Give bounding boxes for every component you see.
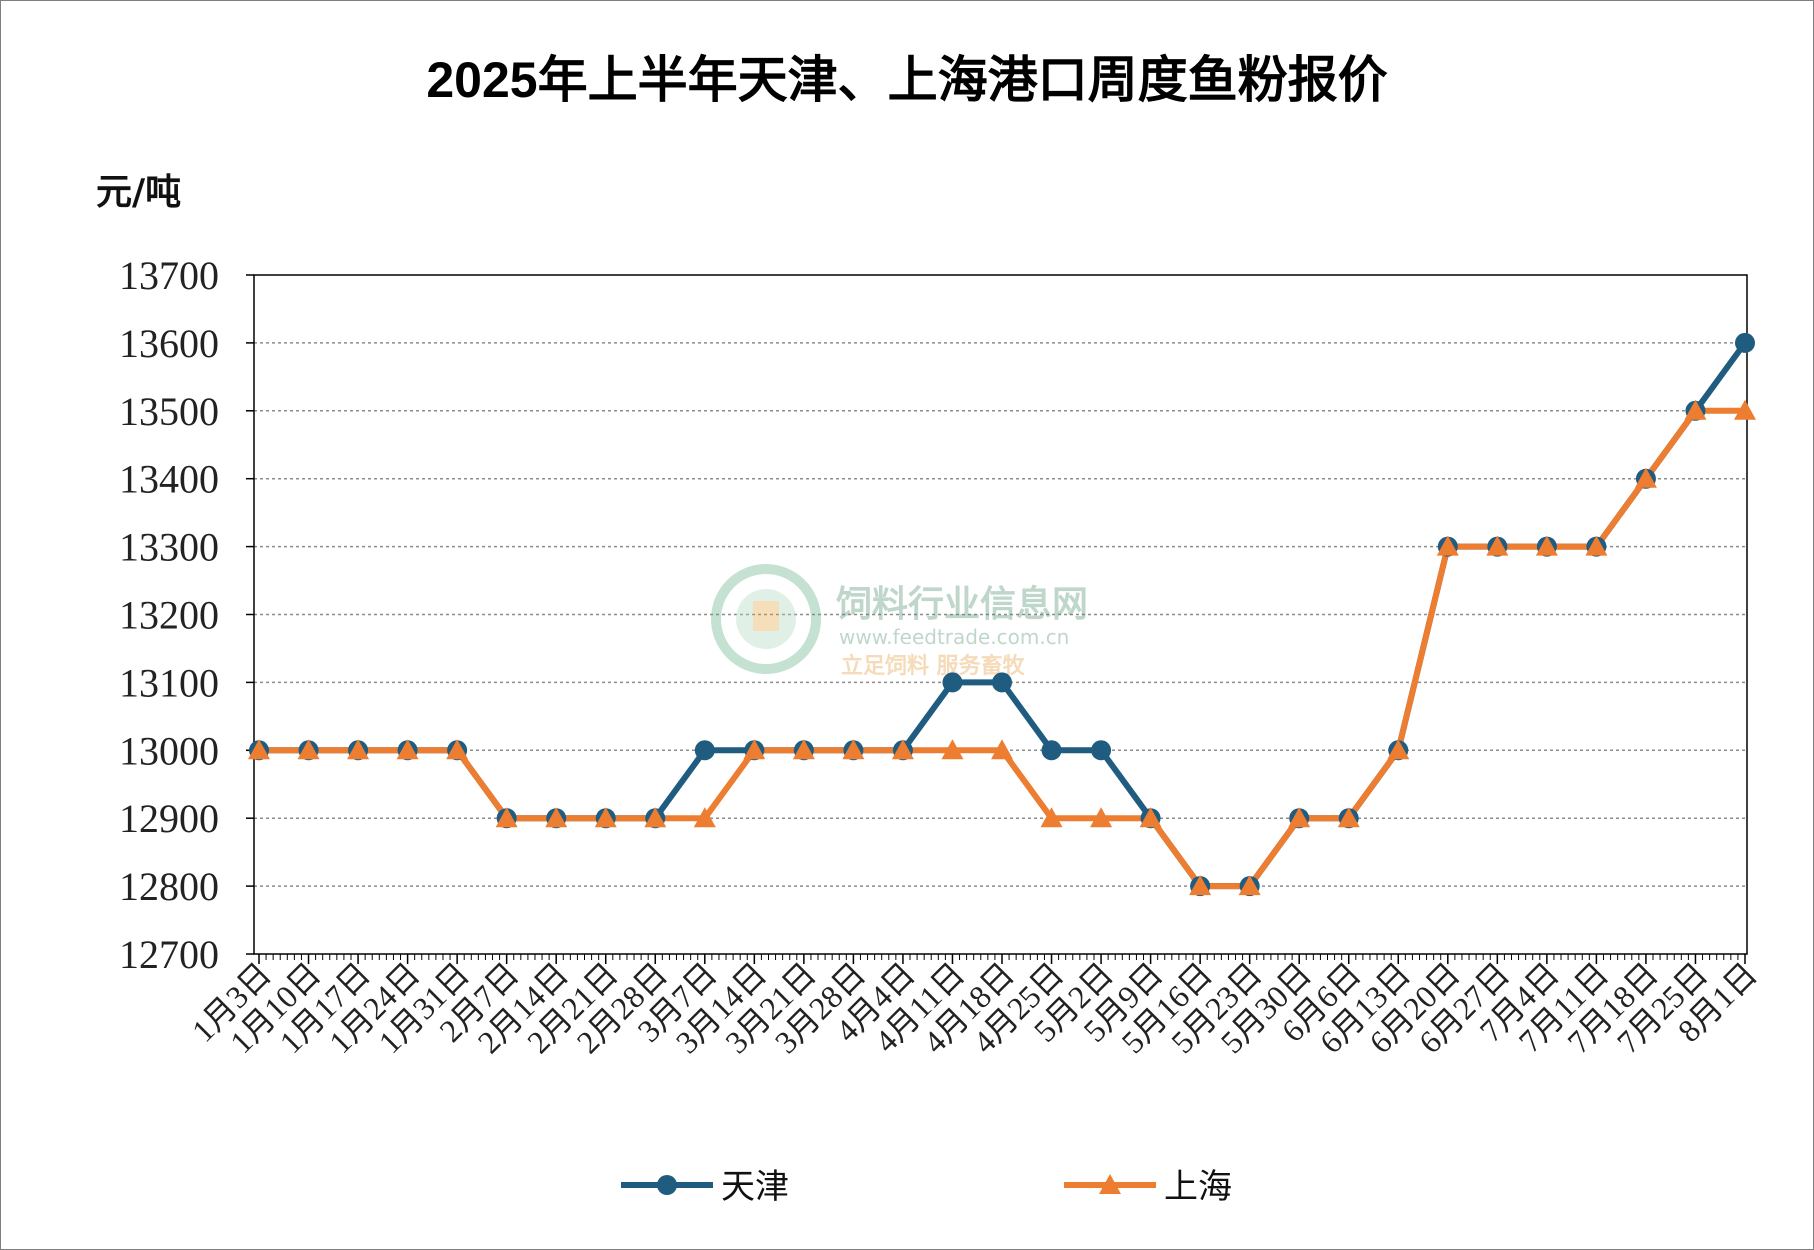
y-tick-label: 13300 <box>119 525 219 570</box>
data-point-shanghai <box>446 739 469 760</box>
chart-title: 2025年上半年天津、上海港口周度鱼粉报价 <box>426 52 1387 108</box>
legend-label-shanghai: 上海 <box>1164 1167 1232 1207</box>
data-point-shanghai <box>842 739 865 760</box>
y-tick-label: 13600 <box>119 321 219 366</box>
watermark-url: www.feedtrade.com.cn <box>839 625 1069 649</box>
y-tick-label: 13100 <box>119 660 219 705</box>
data-point-shanghai <box>1486 535 1509 556</box>
watermark-slogan: 立足饲料 服务畜牧 <box>841 653 1026 679</box>
data-point-shanghai <box>297 739 320 760</box>
legend-label-tianjin: 天津 <box>721 1167 789 1207</box>
watermark-site-name: 饲料行业信息网 <box>836 584 1088 625</box>
data-point-shanghai <box>891 739 914 760</box>
data-point-tianjin <box>1735 332 1755 353</box>
data-point-tianjin <box>942 672 963 693</box>
data-point-shanghai <box>1139 807 1162 828</box>
watermark-logo-icon <box>711 564 821 674</box>
y-tick-label: 12700 <box>119 932 219 977</box>
legend: 天津 上海 <box>621 1167 1232 1207</box>
legend-item-tianjin: 天津 <box>621 1167 789 1207</box>
y-tick-label: 13500 <box>119 389 219 434</box>
data-point-shanghai <box>693 807 716 828</box>
data-point-shanghai <box>644 807 667 828</box>
data-point-shanghai <box>1734 399 1756 420</box>
data-point-shanghai <box>1040 807 1063 828</box>
legend-item-shanghai: 上海 <box>1064 1167 1232 1207</box>
data-point-tianjin <box>1091 740 1112 761</box>
data-point-tianjin <box>694 740 715 761</box>
data-point-shanghai <box>1238 875 1261 896</box>
data-point-shanghai <box>545 807 568 828</box>
y-tick-label: 13000 <box>119 728 219 773</box>
data-point-shanghai <box>1288 807 1311 828</box>
data-point-shanghai <box>1634 467 1657 488</box>
data-point-shanghai <box>1585 535 1608 556</box>
data-point-tianjin <box>1041 740 1062 761</box>
y-tick-label: 13700 <box>119 253 219 298</box>
y-tick-label: 12800 <box>119 864 219 909</box>
y-tick-label: 13400 <box>119 457 219 502</box>
watermark: 饲料行业信息网 www.feedtrade.com.cn 立足饲料 服务畜牧 <box>711 564 1088 679</box>
y-tick-label: 12900 <box>119 796 219 841</box>
data-series <box>248 332 1756 897</box>
data-point-tianjin <box>992 672 1012 693</box>
data-point-shanghai <box>1189 875 1212 896</box>
data-point-shanghai <box>1535 535 1558 556</box>
legend-triangle-marker-icon <box>1099 1174 1121 1194</box>
data-point-shanghai <box>594 807 617 828</box>
data-point-shanghai <box>1090 807 1113 828</box>
data-point-shanghai <box>347 739 370 760</box>
data-point-shanghai <box>792 739 815 760</box>
data-point-shanghai <box>1337 807 1360 828</box>
data-point-shanghai <box>991 739 1013 760</box>
y-axis-tick-labels: 13700 13600 13500 13400 13300 13200 13100 13000… <box>119 253 219 977</box>
data-point-shanghai <box>941 739 964 760</box>
data-point-shanghai <box>743 739 766 760</box>
legend-circle-marker-icon <box>657 1175 677 1195</box>
data-point-shanghai <box>396 739 419 760</box>
data-point-shanghai <box>248 739 270 760</box>
y-axis-unit-label: 元/吨 <box>96 172 181 213</box>
data-point-shanghai <box>1684 399 1707 420</box>
x-axis-ticks <box>258 954 1746 964</box>
y-tick-label: 13200 <box>119 593 219 638</box>
data-point-shanghai <box>495 807 518 828</box>
plot-area <box>253 274 1748 955</box>
data-point-shanghai <box>1436 535 1459 556</box>
data-point-shanghai <box>1387 739 1410 760</box>
x-axis-tick-labels: 1月3日1月10日1月17日1月24日1月31日2月7日2月14日2月21日2月… <box>185 955 1764 1060</box>
